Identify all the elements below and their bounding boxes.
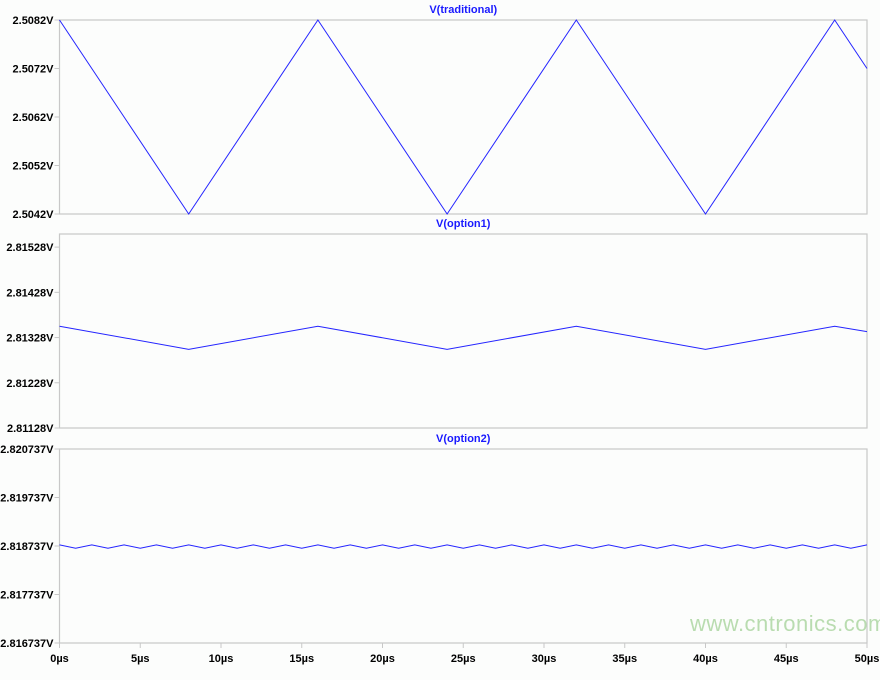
trace-line bbox=[59, 325, 868, 350]
y-tick-label: 2.81128V bbox=[7, 423, 54, 435]
y-tick-label: 2.818737V bbox=[0, 541, 54, 553]
x-tick-label: 25µs bbox=[451, 653, 476, 665]
y-tick-label: 2.5072V bbox=[13, 64, 55, 76]
y-tick-label: 2.81228V bbox=[6, 378, 54, 390]
y-tick-label: 2.81428V bbox=[6, 287, 54, 299]
y-tick-label: 2.5042V bbox=[13, 209, 55, 221]
y-tick-label: 2.5082V bbox=[13, 15, 55, 27]
trace-line bbox=[59, 19, 868, 215]
pane-frame bbox=[58, 19, 868, 215]
y-tick-label: 2.817737V bbox=[0, 590, 54, 602]
x-tick-label: 35µs bbox=[612, 653, 637, 665]
pane-title: V(traditional) bbox=[429, 4, 497, 16]
pane-title: V(option1) bbox=[436, 218, 491, 230]
x-tick-label: 0µs bbox=[50, 653, 69, 665]
y-tick-label: 2.5052V bbox=[13, 161, 55, 173]
y-tick-label: 2.820737V bbox=[0, 444, 54, 456]
x-tick-label: 10µs bbox=[209, 653, 234, 665]
y-tick-label: 2.5062V bbox=[13, 112, 55, 124]
y-tick-label: 2.81328V bbox=[6, 333, 54, 345]
x-tick-label: 45µs bbox=[774, 653, 799, 665]
x-tick-label: 15µs bbox=[289, 653, 314, 665]
x-tick-label: 30µs bbox=[532, 653, 557, 665]
trace-line bbox=[59, 544, 868, 549]
y-tick-label: 2.81528V bbox=[6, 242, 54, 254]
y-tick-label: 2.816737V bbox=[0, 638, 54, 650]
watermark: www.cntronics.com bbox=[690, 611, 880, 636]
x-tick-label: 20µs bbox=[370, 653, 395, 665]
pane-title: V(option2) bbox=[436, 433, 491, 445]
x-tick-label: 5µs bbox=[131, 653, 150, 665]
pane-frame bbox=[58, 233, 868, 429]
x-tick-label: 40µs bbox=[693, 653, 718, 665]
y-tick-label: 2.819737V bbox=[0, 493, 54, 505]
x-tick-label: 50µs bbox=[855, 653, 880, 665]
